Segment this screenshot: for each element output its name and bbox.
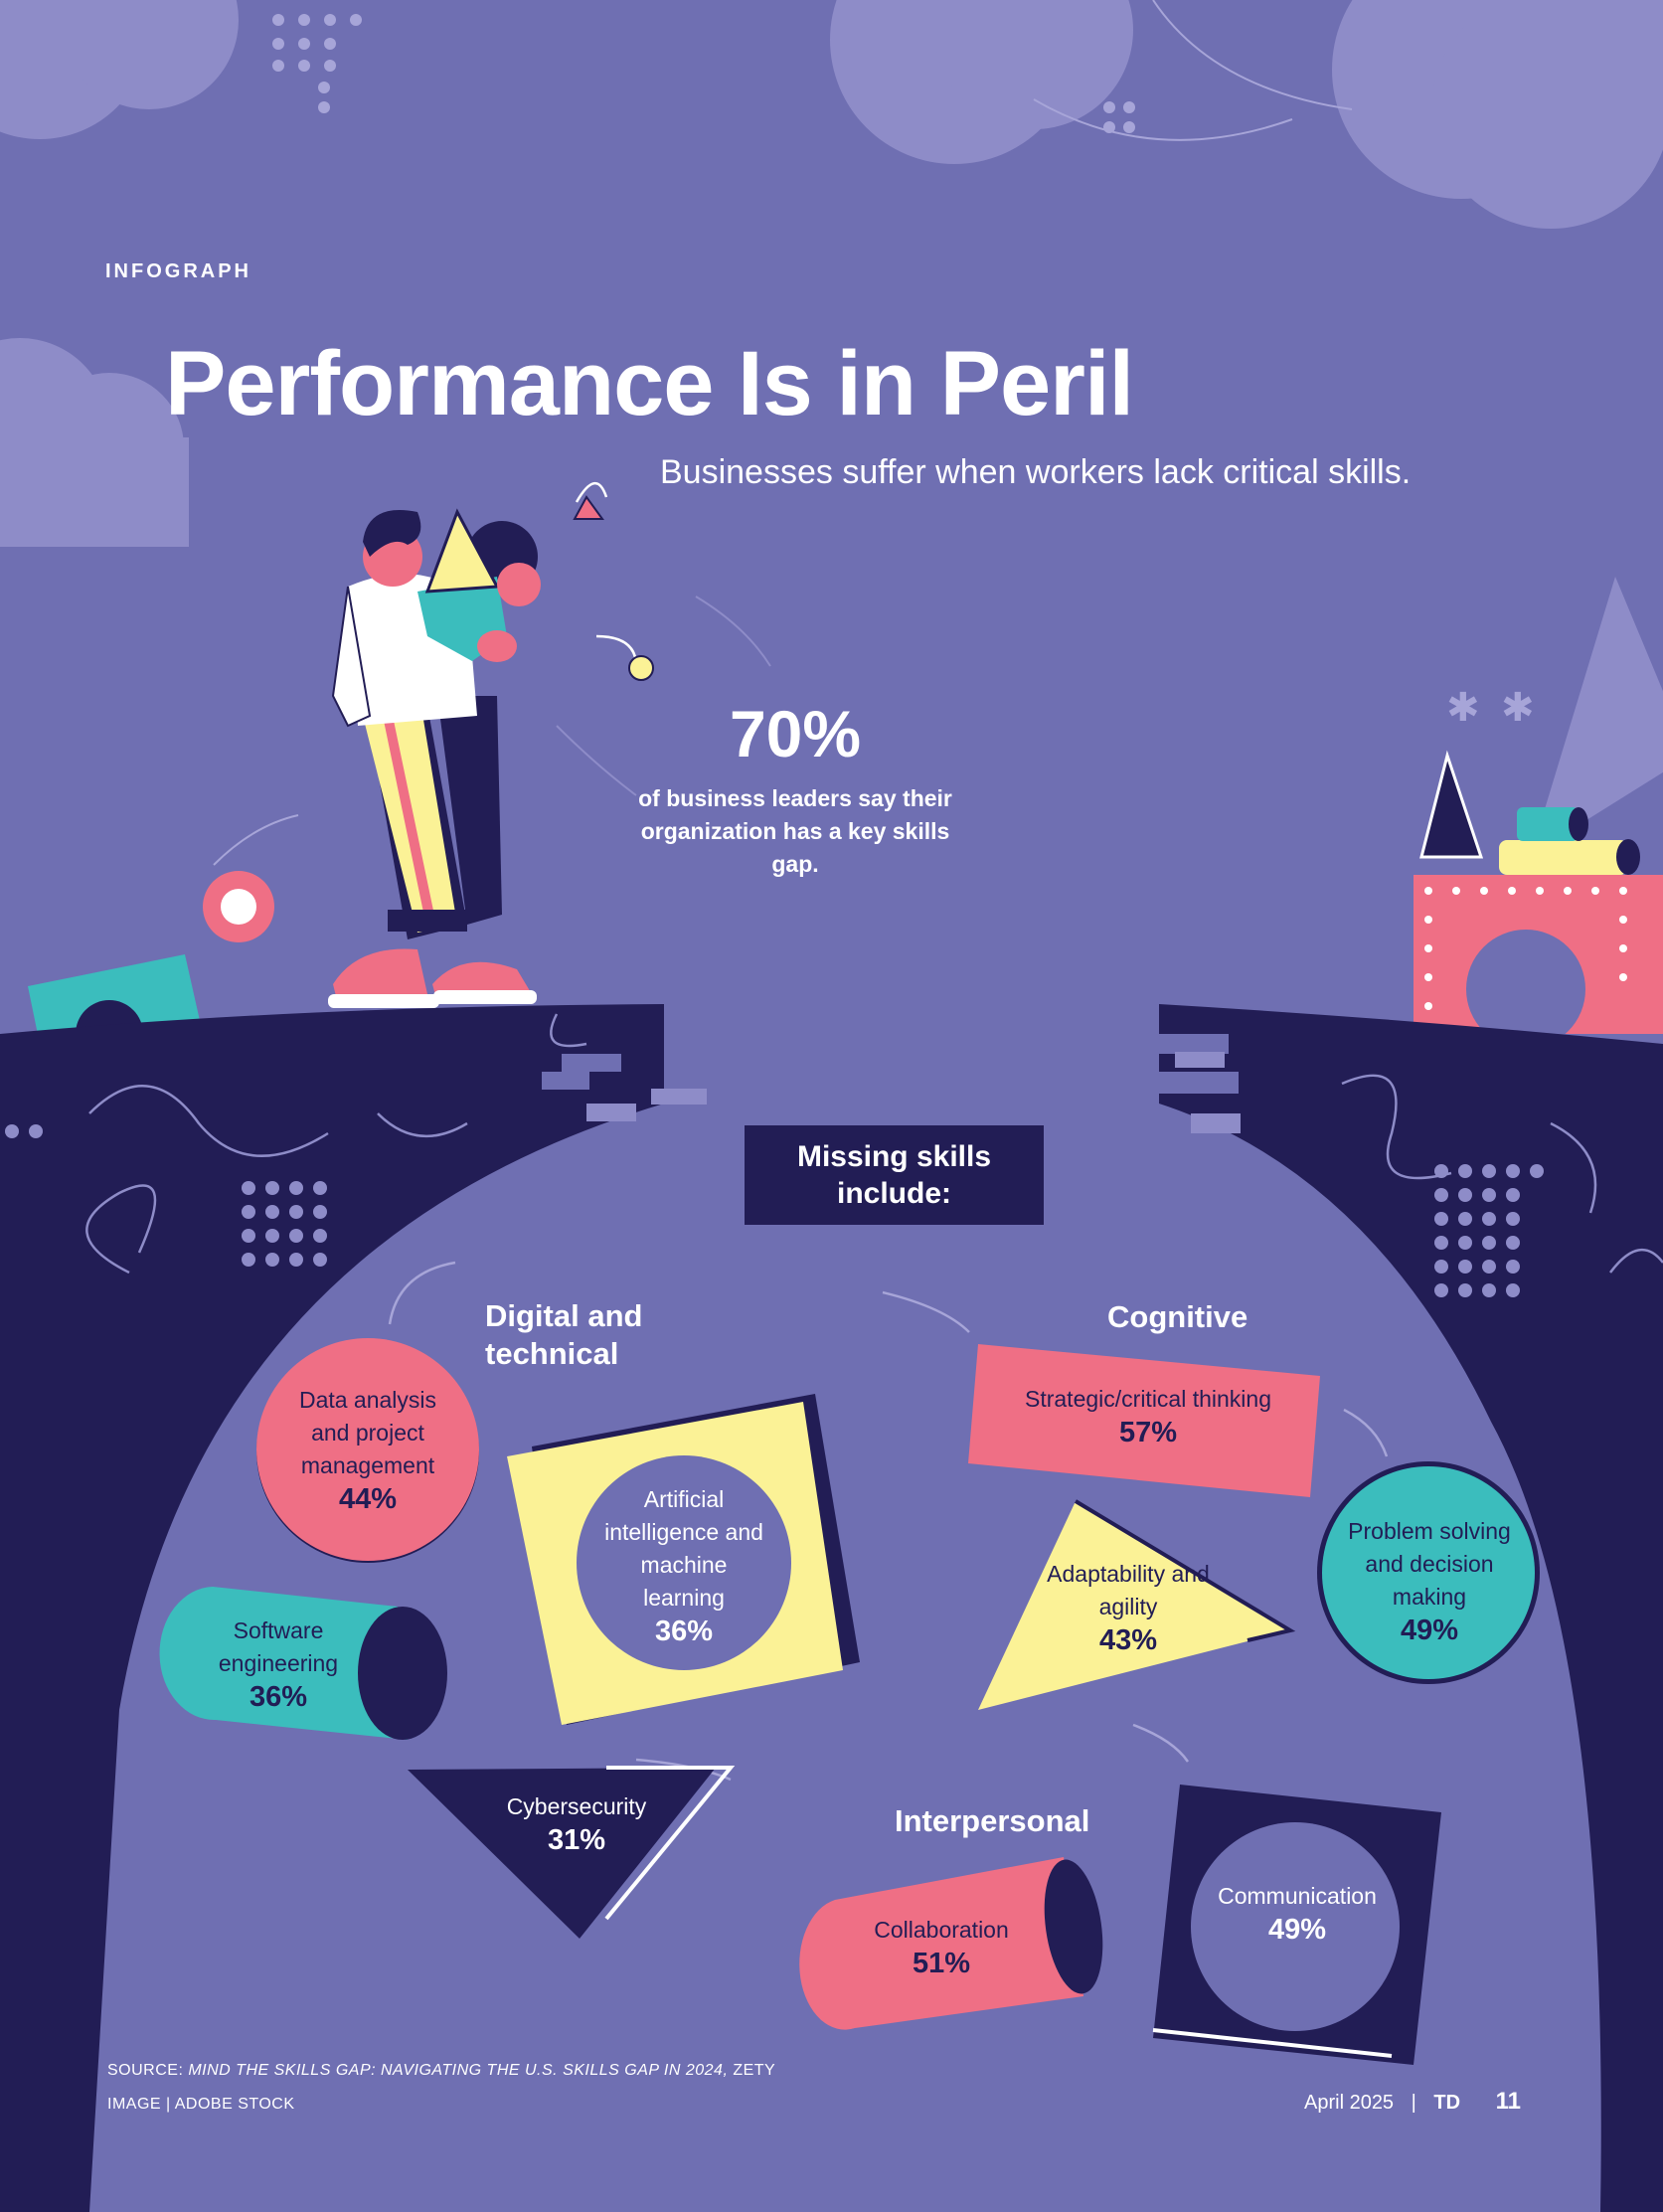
skill-percent: 31% [547,1824,606,1856]
skill-label: Problem solving and decision making [1348,1518,1511,1610]
cliff-bricks [542,1034,1239,1094]
collaboration-shape [799,1857,1103,2030]
dot-grid [272,14,1135,133]
magazine-name: TD [1433,2092,1461,2114]
section-kicker: INFOGRAPH [105,260,251,282]
skill-data-analysis: Data analysis and project management 44% [285,1384,450,1517]
svg-text:✱: ✱ [1446,685,1480,731]
missing-skills-label: Missing skills include: [745,1125,1044,1225]
dot-grid [5,1124,1544,1297]
skill-percent: 51% [912,1948,971,1979]
source-credit: SOURCE: MIND THE SKILLS GAP: NAVIGATING … [107,2062,775,2080]
software-shape [159,1587,447,1740]
data-analysis-shape [256,1338,479,1563]
skill-percent: 49% [1400,1615,1459,1646]
skill-percent: 36% [249,1681,308,1713]
small-ball [628,655,654,681]
triangle-shape [1531,577,1663,855]
svg-text:✱: ✱ [1501,685,1535,731]
image-credit: IMAGE | ADOBE STOCK [107,2096,295,2113]
skill-cybersecurity: Cybersecurity 31% [477,1790,676,1858]
skill-percent: 43% [1098,1624,1158,1656]
skill-label: Strategic/critical thinking [1025,1386,1271,1412]
issue-date: April 2025 [1304,2092,1395,2114]
problem-solving-shape [1317,1461,1540,1684]
stat-value: 70% [729,697,862,770]
skill-problem-solving: Problem solving and decision making 49% [1332,1515,1527,1648]
dark-triangle-prop [1419,750,1484,859]
category-interpersonal: Interpersonal [895,1803,1090,1838]
skill-software-engineering: Software engineering 36% [199,1615,358,1715]
page-title: Performance Is in Peril [165,333,1134,434]
cloud-shape [0,0,1663,547]
communication-shape [1152,1785,1441,2065]
skill-label: Data analysis and project management [298,1387,437,1478]
skill-percent: 44% [338,1483,398,1515]
skill-label: Collaboration [874,1917,1009,1943]
skill-percent: 36% [654,1616,714,1647]
ai-ml-shape [507,1394,860,1725]
person-illustration [328,482,771,1008]
skill-ai-ml: Artificial intelligence and machine lear… [602,1483,765,1649]
skill-label: Adaptability and agility [1047,1561,1210,1619]
skill-percent: 49% [1267,1914,1327,1946]
skill-label: Software engineering [218,1617,339,1676]
skill-percent: 57% [1118,1417,1178,1448]
page-folio: April 2025 | TD 11 [1304,2088,1521,2116]
skill-label: Communication [1218,1883,1377,1909]
page-subtitle: Businesses suffer when workers lack crit… [660,453,1412,491]
left-cliff [0,1004,664,2212]
page-number: 11 [1495,2088,1521,2115]
teal-cylinder-prop [1517,807,1579,841]
category-digital-technical: Digital and technical [485,1298,643,1371]
skill-label: Cybersecurity [506,1793,647,1819]
source-title: MIND THE SKILLS GAP: NAVIGATING THE U.S.… [188,2062,729,2079]
source-org: ZETY [728,2062,776,2079]
skill-adaptability: Adaptability and agility 43% [1044,1558,1213,1658]
strategic-shape [968,1344,1320,1497]
stat-description: of business leaders say their organizati… [638,785,952,877]
skill-strategic-thinking: Strategic/critical thinking 57% [994,1383,1302,1450]
source-prefix: SOURCE: [107,2062,189,2079]
skill-collaboration: Collaboration 51% [855,1914,1028,1981]
yellow-cylinder-prop [1499,840,1628,875]
adaptability-shape [978,1499,1296,1710]
right-cliff [1159,1004,1663,2212]
cybersecurity-shape [408,1766,736,1939]
skill-label: Artificial intelligence and machine lear… [604,1486,763,1611]
small-triangle [573,495,604,520]
skill-communication: Communication 49% [1198,1880,1397,1948]
category-cognitive: Cognitive [1107,1299,1248,1334]
folio-separator: | [1411,2092,1416,2114]
